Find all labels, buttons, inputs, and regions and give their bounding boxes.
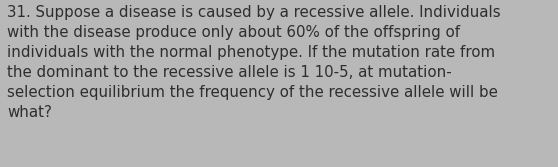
Text: 31. Suppose a disease is caused by a recessive allele. Individuals
with the dise: 31. Suppose a disease is caused by a rec… bbox=[7, 5, 501, 120]
